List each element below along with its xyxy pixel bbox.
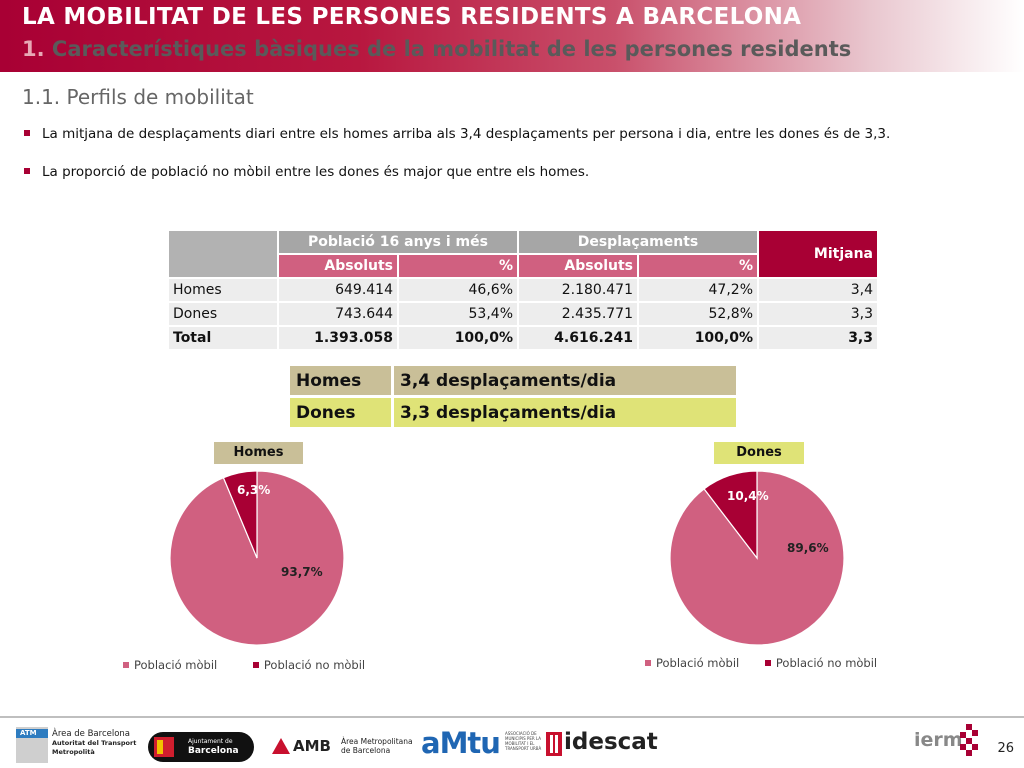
cell-pob-abs: 649.414 (279, 279, 397, 301)
subheader-desp-absoluts: Absoluts (519, 255, 637, 277)
cell-pob-abs: 1.393.058 (279, 327, 397, 349)
pie-chart-dones: 89,6% 10,4% (669, 470, 845, 646)
cell-pob-abs: 743.644 (279, 303, 397, 325)
legend-item: Població no mòbil (252, 658, 366, 672)
cell-mitjana: 3,3 (759, 303, 877, 325)
pie-slice (222, 470, 258, 559)
bullet-text: La mitjana de desplaçaments diari entre … (42, 126, 891, 142)
amtu-name: aMtu (421, 726, 501, 760)
cell-pob-pct: 100,0% (399, 327, 517, 349)
cell-pob-pct: 46,6% (399, 279, 517, 301)
row-label: Total (169, 327, 277, 349)
table-corner (169, 231, 277, 277)
legend-label: Població no mòbil (775, 656, 878, 670)
iermb-mark-icon (960, 724, 982, 756)
section-title: 1.1. Perfils de mobilitat (22, 85, 254, 109)
legend-item: Població mòbil (123, 658, 217, 672)
bullet-list: La mitjana de desplaçaments diari entre … (22, 124, 992, 200)
subheader-pob-pct: % (399, 255, 517, 277)
pie-title-homes: Homes (214, 442, 303, 464)
legend-swatch (252, 661, 259, 668)
summary-value: 3,3 desplaçaments/dia (394, 398, 736, 427)
subtitle-text: Característiques bàsiques de la mobilita… (51, 37, 852, 61)
legend-swatch (764, 659, 771, 666)
pie-slice (703, 470, 758, 560)
legend-item: Població no mòbil (764, 656, 878, 670)
footer-divider (0, 716, 1024, 718)
legend-label: Població mòbil (134, 658, 218, 672)
row-label: Homes (169, 279, 277, 301)
page-number: 26 (997, 741, 1014, 756)
legend-swatch (123, 661, 129, 668)
summary-label: Homes (290, 366, 391, 395)
atm-badge: ATM (16, 729, 48, 738)
bullet-item: La mitjana de desplaçaments diari entre … (22, 124, 992, 145)
pie-data-label: 6,3% (237, 483, 270, 497)
subtitle-number: 1. (22, 37, 45, 61)
cell-desp-abs: 2.435.771 (519, 303, 637, 325)
legend-label: Població no mòbil (263, 658, 366, 672)
header-mitjana: Mitjana (759, 231, 877, 277)
atm-line2: Autoritat del Transport (52, 739, 137, 747)
pie-data-label: 89,6% (787, 541, 829, 555)
cell-desp-abs: 2.180.471 (519, 279, 637, 301)
slide-title: LA MOBILITAT DE LES PERSONES RESIDENTS A… (22, 4, 802, 30)
cell-desp-abs: 4.616.241 (519, 327, 637, 349)
ajuntament-line1: Ajuntament de (188, 738, 233, 745)
summary-row: Homes 3,4 desplaçaments/dia (290, 366, 736, 395)
amtu-small: ASSOCIACIÓ DE MUNICIPIS PER LA MOBILITAT… (505, 731, 542, 751)
cell-mitjana: 3,3 (759, 327, 877, 349)
cell-mitjana: 3,4 (759, 279, 877, 301)
bullet-square-icon (24, 130, 30, 136)
summary-table: Homes 3,4 desplaçaments/dia Dones 3,3 de… (287, 363, 739, 430)
cell-desp-pct: 100,0% (639, 327, 757, 349)
header-poblacio: Població 16 anys i més (279, 231, 517, 253)
ajuntament-line2: Barcelona (188, 746, 239, 756)
amb-name: AMB (293, 737, 331, 755)
atm-line1: Àrea de Barcelona (52, 729, 130, 739)
amb-line1: Àrea Metropolitana (341, 737, 413, 746)
table-row: Homes 649.414 46,6% 2.180.471 47,2% 3,4 (169, 279, 877, 301)
summary-value: 3,4 desplaçaments/dia (394, 366, 736, 395)
legend-swatch (645, 659, 651, 666)
cell-desp-pct: 47,2% (639, 279, 757, 301)
summary-row: Dones 3,3 desplaçaments/dia (290, 398, 736, 427)
header-band: LA MOBILITAT DE LES PERSONES RESIDENTS A… (0, 0, 1024, 72)
iermb-name: ierm (914, 729, 963, 751)
pie-title-dones: Dones (714, 442, 804, 464)
idescat-name: idescat (564, 729, 658, 755)
subheader-pob-absoluts: Absoluts (279, 255, 397, 277)
pie-data-label: 93,7% (281, 565, 323, 579)
pie-legend-dones: Població mòbil Població no mòbil (645, 656, 909, 670)
summary-label: Dones (290, 398, 391, 427)
pie-chart-homes: 93,7% 6,3% (169, 470, 345, 646)
bullet-square-icon (24, 168, 30, 174)
cell-desp-pct: 52,8% (639, 303, 757, 325)
cell-pob-pct: 53,4% (399, 303, 517, 325)
header-desplacaments: Desplaçaments (519, 231, 757, 253)
slide-subtitle: 1. Característiques bàsiques de la mobil… (22, 37, 851, 61)
table-row: Dones 743.644 53,4% 2.435.771 52,8% 3,3 (169, 303, 877, 325)
row-label: Dones (169, 303, 277, 325)
pie-legend-homes: Població mòbil Població no mòbil (123, 658, 397, 672)
legend-label: Població mòbil (656, 656, 740, 670)
atm-line3: Metropolità (52, 748, 95, 756)
legend-item: Població mòbil (645, 656, 739, 670)
amb-line2: de Barcelona (341, 746, 391, 755)
amb-mark-icon (272, 738, 290, 754)
subheader-desp-pct: % (639, 255, 757, 277)
table-row-total: Total 1.393.058 100,0% 4.616.241 100,0% … (169, 327, 877, 349)
mobility-data-table: Població 16 anys i més Desplaçaments Mit… (167, 229, 879, 351)
ajuntament-logo: Ajuntament de Barcelona (148, 732, 254, 762)
bullet-item: La proporció de població no mòbil entre … (22, 162, 992, 183)
pie-data-label: 10,4% (727, 489, 769, 503)
bullet-text: La proporció de població no mòbil entre … (42, 164, 590, 180)
